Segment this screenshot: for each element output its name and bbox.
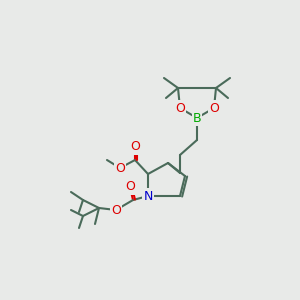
Text: N: N [143,190,153,202]
Text: B: B [193,112,201,124]
Text: O: O [209,101,219,115]
Text: O: O [125,181,135,194]
Text: O: O [115,161,125,175]
Text: O: O [175,101,185,115]
Text: O: O [111,203,121,217]
Text: O: O [130,140,140,154]
